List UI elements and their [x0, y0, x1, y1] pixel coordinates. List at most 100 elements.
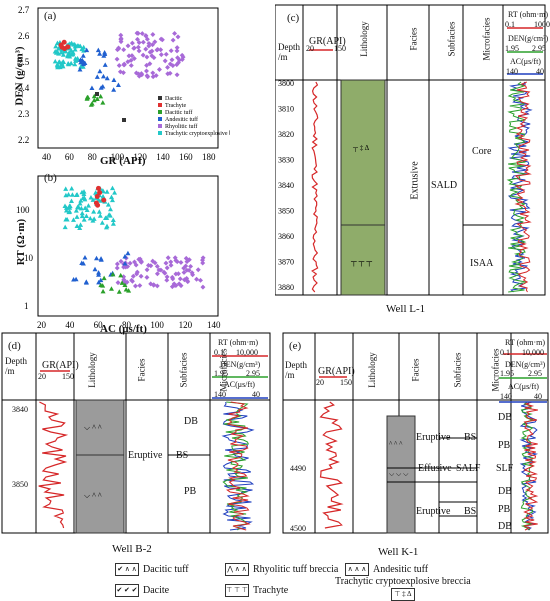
a-point [174, 72, 180, 78]
a-point [172, 30, 178, 36]
b-xtick: 60 [94, 320, 104, 330]
a-point [175, 34, 181, 40]
b-point [154, 271, 160, 277]
e-den-min: 1.95 [500, 369, 514, 378]
d-depth-3840: 3840 [12, 405, 28, 414]
well-k1-caption: Well K-1 [378, 546, 419, 558]
a-point [147, 49, 153, 55]
b-point [83, 213, 89, 219]
b-point [118, 272, 124, 278]
a-point [122, 118, 126, 122]
e-micro-db-2: DB [498, 486, 512, 497]
d-ac-header: AC(μs/ft) [224, 380, 255, 389]
a-point [126, 53, 132, 59]
c-rt-header: RT (ohm·m) [508, 10, 549, 19]
a-point [101, 53, 107, 58]
a-point [165, 64, 171, 70]
d-facies: Eruptive [128, 450, 163, 461]
d-gr-min: 20 [38, 372, 46, 381]
b-point [68, 198, 74, 204]
b-point [110, 217, 116, 222]
b-point [165, 255, 171, 261]
legend-breccia-swatch: ⊤ ‡ Δ [390, 588, 415, 601]
a-point [104, 75, 110, 81]
b-point [91, 209, 97, 214]
b-point [96, 197, 102, 202]
a-xtick: 60 [65, 152, 75, 162]
a-legend-label: Andesitic tuff [165, 116, 198, 123]
a-point [102, 62, 108, 67]
a-point [136, 48, 142, 54]
a-point [68, 60, 74, 66]
b-point [104, 223, 110, 229]
a-xtick: 80 [88, 152, 98, 162]
legend-dacite: ✔ ✔ ✔ Dacite [115, 584, 170, 597]
a-point [76, 43, 82, 48]
e-ac-header: AC(μs/ft) [508, 382, 539, 391]
b-xtick: 80 [122, 320, 132, 330]
b-point [97, 213, 103, 218]
c-den-min: 1.95 [505, 44, 519, 53]
a-ytick: 2.6 [18, 31, 30, 41]
b-point [194, 276, 200, 282]
c-rt-min: 0.1 [505, 20, 515, 29]
b-point [122, 254, 128, 259]
c-ac-header: AC(μs/ft) [510, 57, 541, 66]
a-point [115, 82, 121, 87]
b-point [109, 185, 115, 191]
e-rt-max: 10,000 [522, 348, 544, 357]
panel-b-xlabel: AC (μs/ft) [100, 323, 147, 335]
a-xtick: 40 [42, 152, 52, 162]
c-microfacies-isaa: ISAA [470, 258, 494, 269]
c-den-header: DEN(g/cm³) [508, 34, 549, 43]
a-point [77, 66, 83, 72]
d-rt-max: 10,000 [236, 348, 258, 357]
b-point [87, 215, 93, 221]
b-point [114, 261, 120, 267]
e-subfacies-salf: SALF [456, 463, 481, 474]
b-point [123, 286, 129, 292]
a-point [153, 73, 159, 79]
b-point [109, 197, 115, 203]
a-point [158, 52, 164, 58]
c-col-microfacies: Microfacies [481, 17, 492, 61]
a-point [61, 39, 67, 45]
b-point [104, 189, 110, 194]
b-point [83, 280, 89, 285]
e-gr-header: GR(API) [318, 366, 355, 377]
a-point [71, 42, 77, 47]
a-point [100, 73, 106, 79]
d-ac-min: 140 [214, 390, 226, 399]
b-point [62, 224, 68, 230]
d-den-min: 1.95 [214, 369, 228, 378]
a-point [174, 62, 180, 68]
e-den-header: DEN(g/cm³) [505, 360, 546, 369]
b-point [78, 222, 84, 227]
b-point [79, 210, 85, 216]
b-point [115, 280, 121, 286]
e-gr-min: 20 [316, 378, 324, 387]
b-point [94, 255, 100, 261]
a-point [121, 47, 127, 53]
well-l1-caption: Well L-1 [386, 303, 426, 315]
c-col-lithology: Lithology [358, 21, 369, 57]
c-rt-max: 1000 [534, 20, 550, 29]
a-point [129, 40, 135, 46]
b-point [66, 209, 72, 215]
a-legend-marker [158, 117, 162, 121]
scatter-plot-a: 40 60 80 100 120 140 160 1802.22.32.42.52.62.7 … [18, 5, 230, 162]
e-ac-min: 140 [500, 392, 512, 401]
e-ac-max: 40 [534, 392, 542, 401]
a-point [131, 45, 137, 51]
b-point [63, 186, 69, 191]
b-point [74, 214, 80, 219]
b-point [161, 269, 167, 275]
e-facies-effusive: Effusive [418, 463, 452, 474]
c-depth-tick: 3800 [278, 79, 294, 88]
d-den-header: DEN(g/cm³) [220, 360, 261, 369]
a-point [72, 61, 78, 67]
a-legend-marker [158, 124, 162, 128]
well-b2-caption: Well B-2 [112, 543, 152, 555]
a-point [118, 32, 124, 38]
b-point [63, 208, 69, 213]
